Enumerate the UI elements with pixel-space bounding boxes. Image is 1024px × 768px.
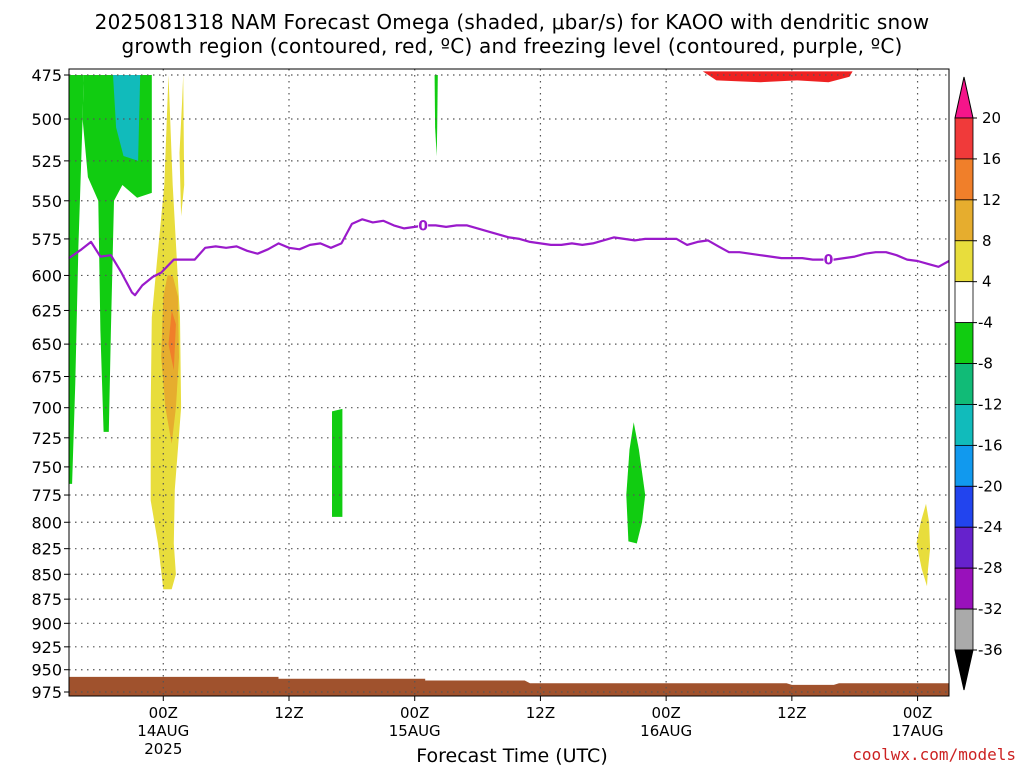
omega-upward-column <box>82 75 152 432</box>
colorbar-label: 16 <box>982 150 1001 168</box>
colorbar-label: 20 <box>982 109 1001 127</box>
chart-title-line-2: growth region (contoured, red, ºC) and f… <box>121 34 903 58</box>
plot-frame <box>68 68 950 697</box>
y-tick-label: 825 <box>31 540 62 559</box>
colorbar-label: -16 <box>978 436 1003 454</box>
omega-downward-blob <box>179 75 185 217</box>
colorbar-extend-bottom <box>954 649 974 691</box>
y-tick-label: 625 <box>31 301 62 320</box>
colorbar-bin <box>954 322 974 364</box>
colorbar-bin <box>954 117 974 160</box>
x-tick-date-label: 15AUG <box>389 722 441 740</box>
y-tick-label: 700 <box>31 399 62 418</box>
x-tick-date-label: 17AUG <box>892 722 944 740</box>
colorbar-label: -36 <box>978 641 1003 659</box>
omega-upward-blob <box>332 408 343 517</box>
freezing-level-label-bg <box>823 251 834 267</box>
colorbar-label: -12 <box>978 395 1003 413</box>
chart-title: 2025081318 NAM Forecast Omega (shaded, μ… <box>0 10 1024 58</box>
y-tick-label: 600 <box>31 266 62 285</box>
y-tick-label: 550 <box>31 192 62 211</box>
grid-layer <box>69 69 949 696</box>
colorbar-bin <box>954 567 974 610</box>
y-tick-label: 575 <box>31 230 62 249</box>
y-tick-label: 725 <box>31 429 62 448</box>
freezing-level-label-bg <box>418 217 429 233</box>
colorbar-bin <box>954 240 974 283</box>
freezing-level-line <box>68 218 950 297</box>
freezing-level-label: 0 <box>824 253 834 269</box>
x-tick-label: 12Z <box>526 704 555 722</box>
omega-downward-blob <box>916 503 931 587</box>
colorbar-label: -28 <box>978 559 1003 577</box>
x-axis-title: Forecast Time (UTC) <box>416 745 608 767</box>
omega-upward-column <box>69 75 84 484</box>
y-tick-label: 500 <box>31 110 62 129</box>
omega-strong-downward <box>168 310 176 371</box>
colorbar-label: -4 <box>978 314 993 332</box>
y-tick-label: 650 <box>31 335 62 354</box>
y-axis: 475 500 525 550 575 600 625 650 675 700 725 750 775 8… <box>31 66 69 702</box>
y-tick-label: 775 <box>31 486 62 505</box>
x-tick-label: 00Z <box>651 704 680 722</box>
site-credit: coolwx.com/models <box>852 745 1016 764</box>
y-tick-label: 900 <box>31 614 62 633</box>
y-tick-label: 475 <box>31 66 62 85</box>
colorbar-label: 12 <box>982 191 1001 209</box>
omega-shading-layer <box>69 71 949 696</box>
colorbar-bin <box>954 158 974 201</box>
x-tick-label: 12Z <box>274 704 303 722</box>
colorbar-label: 8 <box>982 232 992 250</box>
colorbar: 20 16 12 8 4 -4 -8 -12 -16 -20 -24 -28 -32 -36 <box>954 76 1003 691</box>
colorbar-bin <box>954 363 974 405</box>
colorbar-label: 4 <box>982 273 992 291</box>
colorbar-bin <box>954 281 974 324</box>
chart-title-line-1: 2025081318 NAM Forecast Omega (shaded, μ… <box>94 10 930 34</box>
colorbar-extend-top <box>954 76 974 119</box>
x-tick-year-label: 2025 <box>144 740 182 758</box>
x-tick-label: 12Z <box>777 704 806 722</box>
colorbar-bin <box>954 526 974 569</box>
colorbar-label: -24 <box>978 518 1003 536</box>
terrain-surface <box>69 676 949 696</box>
contour-layer: 00 <box>68 217 950 297</box>
y-tick-label: 800 <box>31 513 62 532</box>
colorbar-bin <box>954 404 974 446</box>
y-tick-label: 950 <box>31 661 62 680</box>
colorbar-bin <box>954 608 974 651</box>
x-tick-label: 00Z <box>903 704 932 722</box>
omega-upward-streak <box>434 75 438 156</box>
y-tick-label: 750 <box>31 458 62 477</box>
freezing-level-label: 0 <box>418 219 428 235</box>
x-tick-date-label: 16AUG <box>640 722 692 740</box>
dendritic-growth-region <box>702 71 853 83</box>
y-tick-label: 925 <box>31 638 62 657</box>
colorbar-bin <box>954 485 974 528</box>
colorbar-label: -8 <box>978 355 993 373</box>
x-tick-label: 00Z <box>149 704 178 722</box>
colorbar-bin <box>954 199 974 242</box>
y-tick-label: 975 <box>31 683 62 702</box>
colorbar-bin <box>954 444 974 487</box>
y-tick-label: 675 <box>31 367 62 386</box>
omega-downward-core <box>161 275 179 444</box>
y-tick-label: 850 <box>31 565 62 584</box>
colorbar-label: -20 <box>978 477 1003 495</box>
omega-upward-core <box>113 75 141 161</box>
omega-upward-blob <box>626 422 646 544</box>
x-tick-date-label: 14AUG <box>137 722 189 740</box>
x-tick-label: 00Z <box>400 704 429 722</box>
colorbar-label: -32 <box>978 600 1003 618</box>
y-tick-label: 875 <box>31 590 62 609</box>
y-tick-label: 525 <box>31 152 62 171</box>
